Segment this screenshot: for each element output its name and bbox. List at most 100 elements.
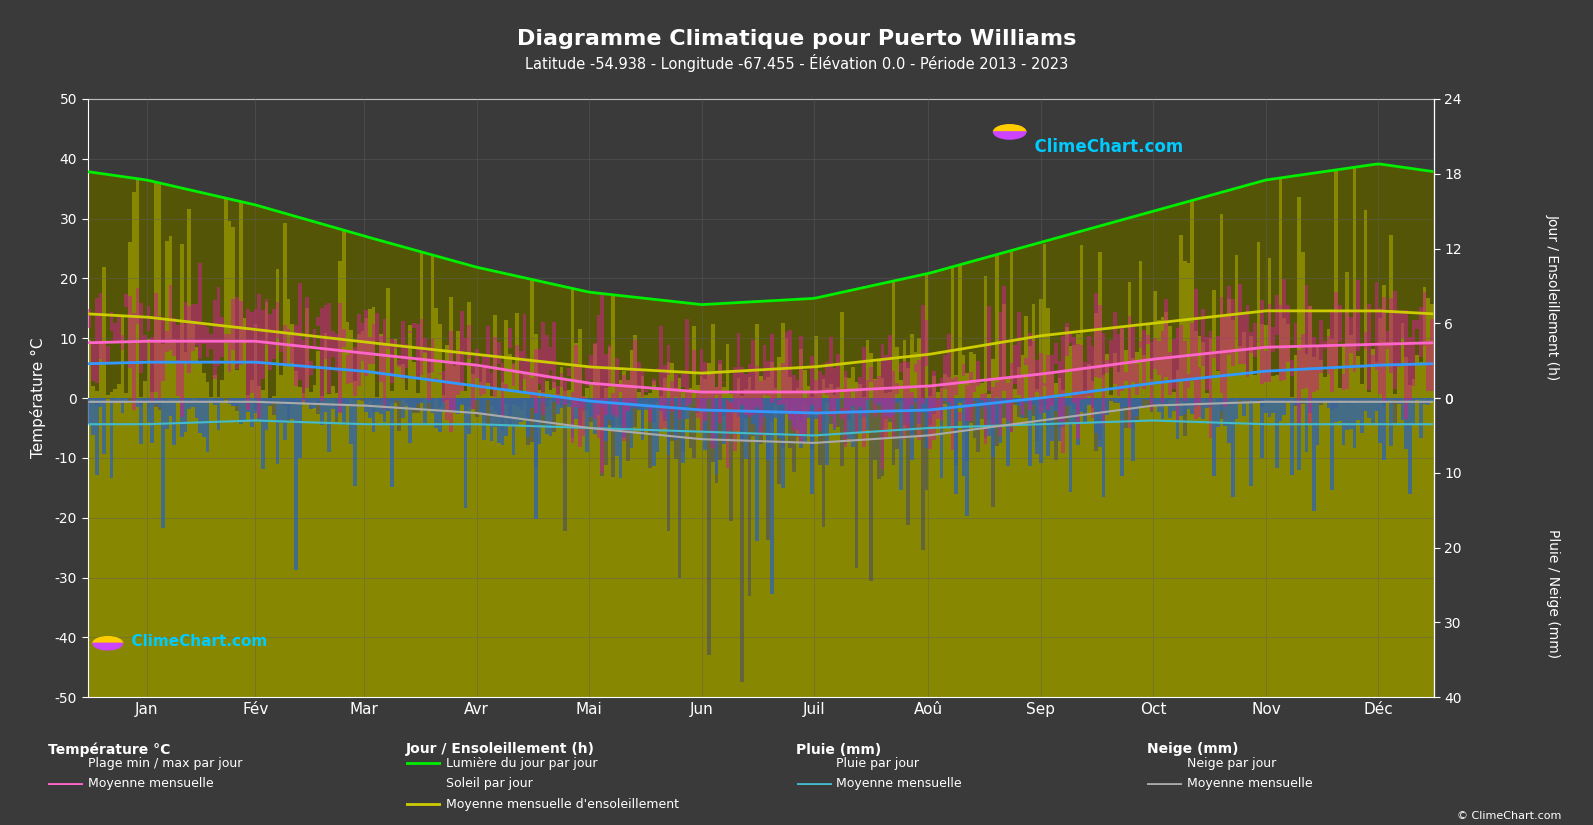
Bar <box>256 386 261 697</box>
Bar <box>615 398 618 401</box>
Bar <box>1243 398 1246 400</box>
Bar <box>766 377 769 697</box>
Bar <box>567 398 570 403</box>
Bar <box>1231 398 1235 497</box>
Bar <box>766 398 769 540</box>
Bar <box>844 398 847 444</box>
Bar <box>914 398 918 403</box>
Bar <box>545 398 548 407</box>
Bar <box>1102 398 1106 497</box>
Bar <box>785 398 789 414</box>
Bar <box>368 337 371 364</box>
Bar <box>236 398 239 407</box>
Bar <box>1246 305 1249 377</box>
Bar <box>1415 320 1419 329</box>
Bar <box>320 396 323 697</box>
Bar <box>1072 233 1075 697</box>
Bar <box>486 384 489 697</box>
Bar <box>929 396 932 697</box>
Bar <box>264 302 268 697</box>
Bar <box>1215 398 1220 402</box>
Bar <box>1050 398 1055 441</box>
Bar <box>1260 398 1265 407</box>
Bar <box>1013 398 1016 401</box>
Bar <box>1305 398 1308 403</box>
Bar <box>1308 398 1313 402</box>
Bar <box>295 398 298 403</box>
Bar <box>1231 319 1235 697</box>
Bar <box>811 397 814 697</box>
Bar <box>556 398 559 403</box>
Bar <box>1120 398 1125 476</box>
Bar <box>110 392 113 697</box>
Bar <box>828 398 833 409</box>
Bar <box>213 398 217 403</box>
Bar <box>327 304 331 394</box>
Bar <box>615 398 618 456</box>
Bar <box>1238 398 1243 399</box>
Bar <box>1246 398 1249 403</box>
Bar <box>435 378 438 381</box>
Bar <box>1050 398 1055 403</box>
Bar <box>379 241 382 697</box>
Bar <box>335 334 338 372</box>
Bar <box>430 398 435 412</box>
Bar <box>1397 398 1400 404</box>
Bar <box>147 398 150 409</box>
Bar <box>988 398 991 420</box>
Bar <box>828 337 833 417</box>
Bar <box>397 398 401 431</box>
Bar <box>674 388 677 697</box>
Bar <box>1010 398 1013 431</box>
Bar <box>710 323 715 697</box>
Bar <box>581 396 586 697</box>
Bar <box>744 389 747 697</box>
Bar <box>758 301 763 697</box>
Bar <box>217 398 220 430</box>
Bar <box>988 394 991 697</box>
Bar <box>91 398 96 399</box>
Bar <box>1032 304 1035 697</box>
Bar <box>342 398 346 425</box>
Bar <box>127 242 132 697</box>
Bar <box>685 398 688 401</box>
Bar <box>752 398 755 423</box>
Bar <box>446 363 449 420</box>
Bar <box>817 371 822 431</box>
Bar <box>1260 181 1265 697</box>
Bar <box>272 396 276 697</box>
Bar <box>1400 167 1403 697</box>
Bar <box>371 307 376 697</box>
Bar <box>910 398 914 460</box>
Bar <box>1021 356 1024 697</box>
Bar <box>1356 167 1360 697</box>
Bar <box>320 308 323 401</box>
Bar <box>446 259 449 697</box>
Bar <box>441 370 446 402</box>
Bar <box>999 377 1002 697</box>
Bar <box>567 398 570 407</box>
Bar <box>851 290 855 697</box>
Bar <box>629 398 634 427</box>
Bar <box>1372 165 1375 697</box>
Bar <box>545 381 548 697</box>
Bar <box>1386 342 1389 697</box>
Bar <box>910 277 914 697</box>
Bar <box>1024 398 1027 418</box>
Bar <box>180 323 183 417</box>
Text: Plage min / max par jour: Plage min / max par jour <box>88 757 242 770</box>
Bar <box>707 398 710 656</box>
Bar <box>449 398 452 410</box>
Bar <box>1069 333 1072 342</box>
Bar <box>811 398 814 449</box>
Bar <box>962 398 965 400</box>
Bar <box>209 398 213 697</box>
Bar <box>169 285 172 350</box>
Bar <box>416 324 419 376</box>
Bar <box>312 329 317 348</box>
Bar <box>124 294 127 307</box>
Bar <box>405 398 408 406</box>
Bar <box>1069 346 1072 697</box>
Bar <box>483 269 486 697</box>
Bar <box>910 398 914 434</box>
